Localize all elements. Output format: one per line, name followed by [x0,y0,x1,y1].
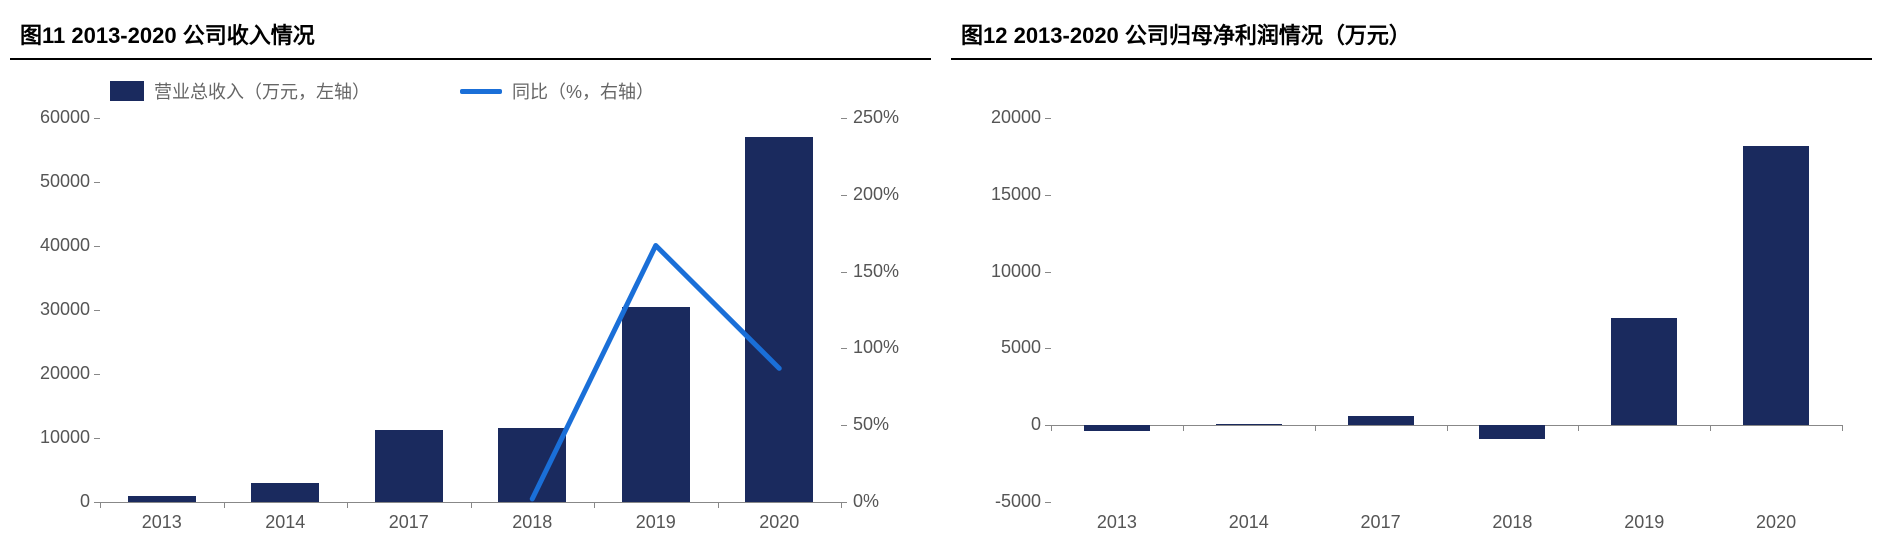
bar [1348,416,1414,425]
x-tick-label: 2013 [1092,512,1142,533]
chart-right-body: -5000 0 5000 10000 15000 20000 2013 2014 2017 201… [951,68,1872,542]
chart-left-legend: 营业总收入（万元，左轴） 同比（%，右轴） [110,78,654,104]
chart-right-plot: -5000 0 5000 10000 15000 20000 2013 2014 2017 201… [951,68,1872,542]
x-tick-label: 2019 [1619,512,1669,533]
chart-left-body: 营业总收入（万元，左轴） 同比（%，右轴） 010000200003000040… [10,68,931,542]
y-left-tick-label: 5000 [1001,337,1041,358]
bar [1216,424,1282,425]
x-tick-label: 2017 [1356,512,1406,533]
chart-left-title: 图11 2013-2020 公司收入情况 [10,10,931,60]
bar [1084,425,1150,431]
x-tick-label: 2018 [1487,512,1537,533]
chart-right-panel: 图12 2013-2020 公司归母净利润情况（万元） -5000 0 5000 10… [951,10,1872,542]
bar [1611,318,1677,426]
chart-left-panel: 图11 2013-2020 公司收入情况 营业总收入（万元，左轴） 同比（%，右… [10,10,931,542]
y-left-tick-label: -5000 [995,491,1041,512]
x-tick-label: 2020 [1751,512,1801,533]
legend-line-label: 同比（%，右轴） [512,78,654,104]
y-left-tick-label: 15000 [991,184,1041,205]
legend-bar-label: 营业总收入（万元，左轴） [154,78,370,104]
legend-bar-swatch [110,81,144,101]
legend-bar-item: 营业总收入（万元，左轴） [110,78,370,104]
legend-line-item: 同比（%，右轴） [460,78,654,104]
y-left-tick-label: 10000 [991,261,1041,282]
y-left-tick-label: 20000 [991,107,1041,128]
legend-line-swatch [460,89,502,94]
bar [1479,425,1545,439]
bar [1743,146,1809,426]
chart-left-plot: 01000020000300004000050000600000%50%100%… [10,68,931,542]
line-series [10,68,931,542]
chart-right-title: 图12 2013-2020 公司归母净利润情况（万元） [951,10,1872,60]
y-left-tick-label: 0 [1031,414,1041,435]
x-tick-label: 2014 [1224,512,1274,533]
